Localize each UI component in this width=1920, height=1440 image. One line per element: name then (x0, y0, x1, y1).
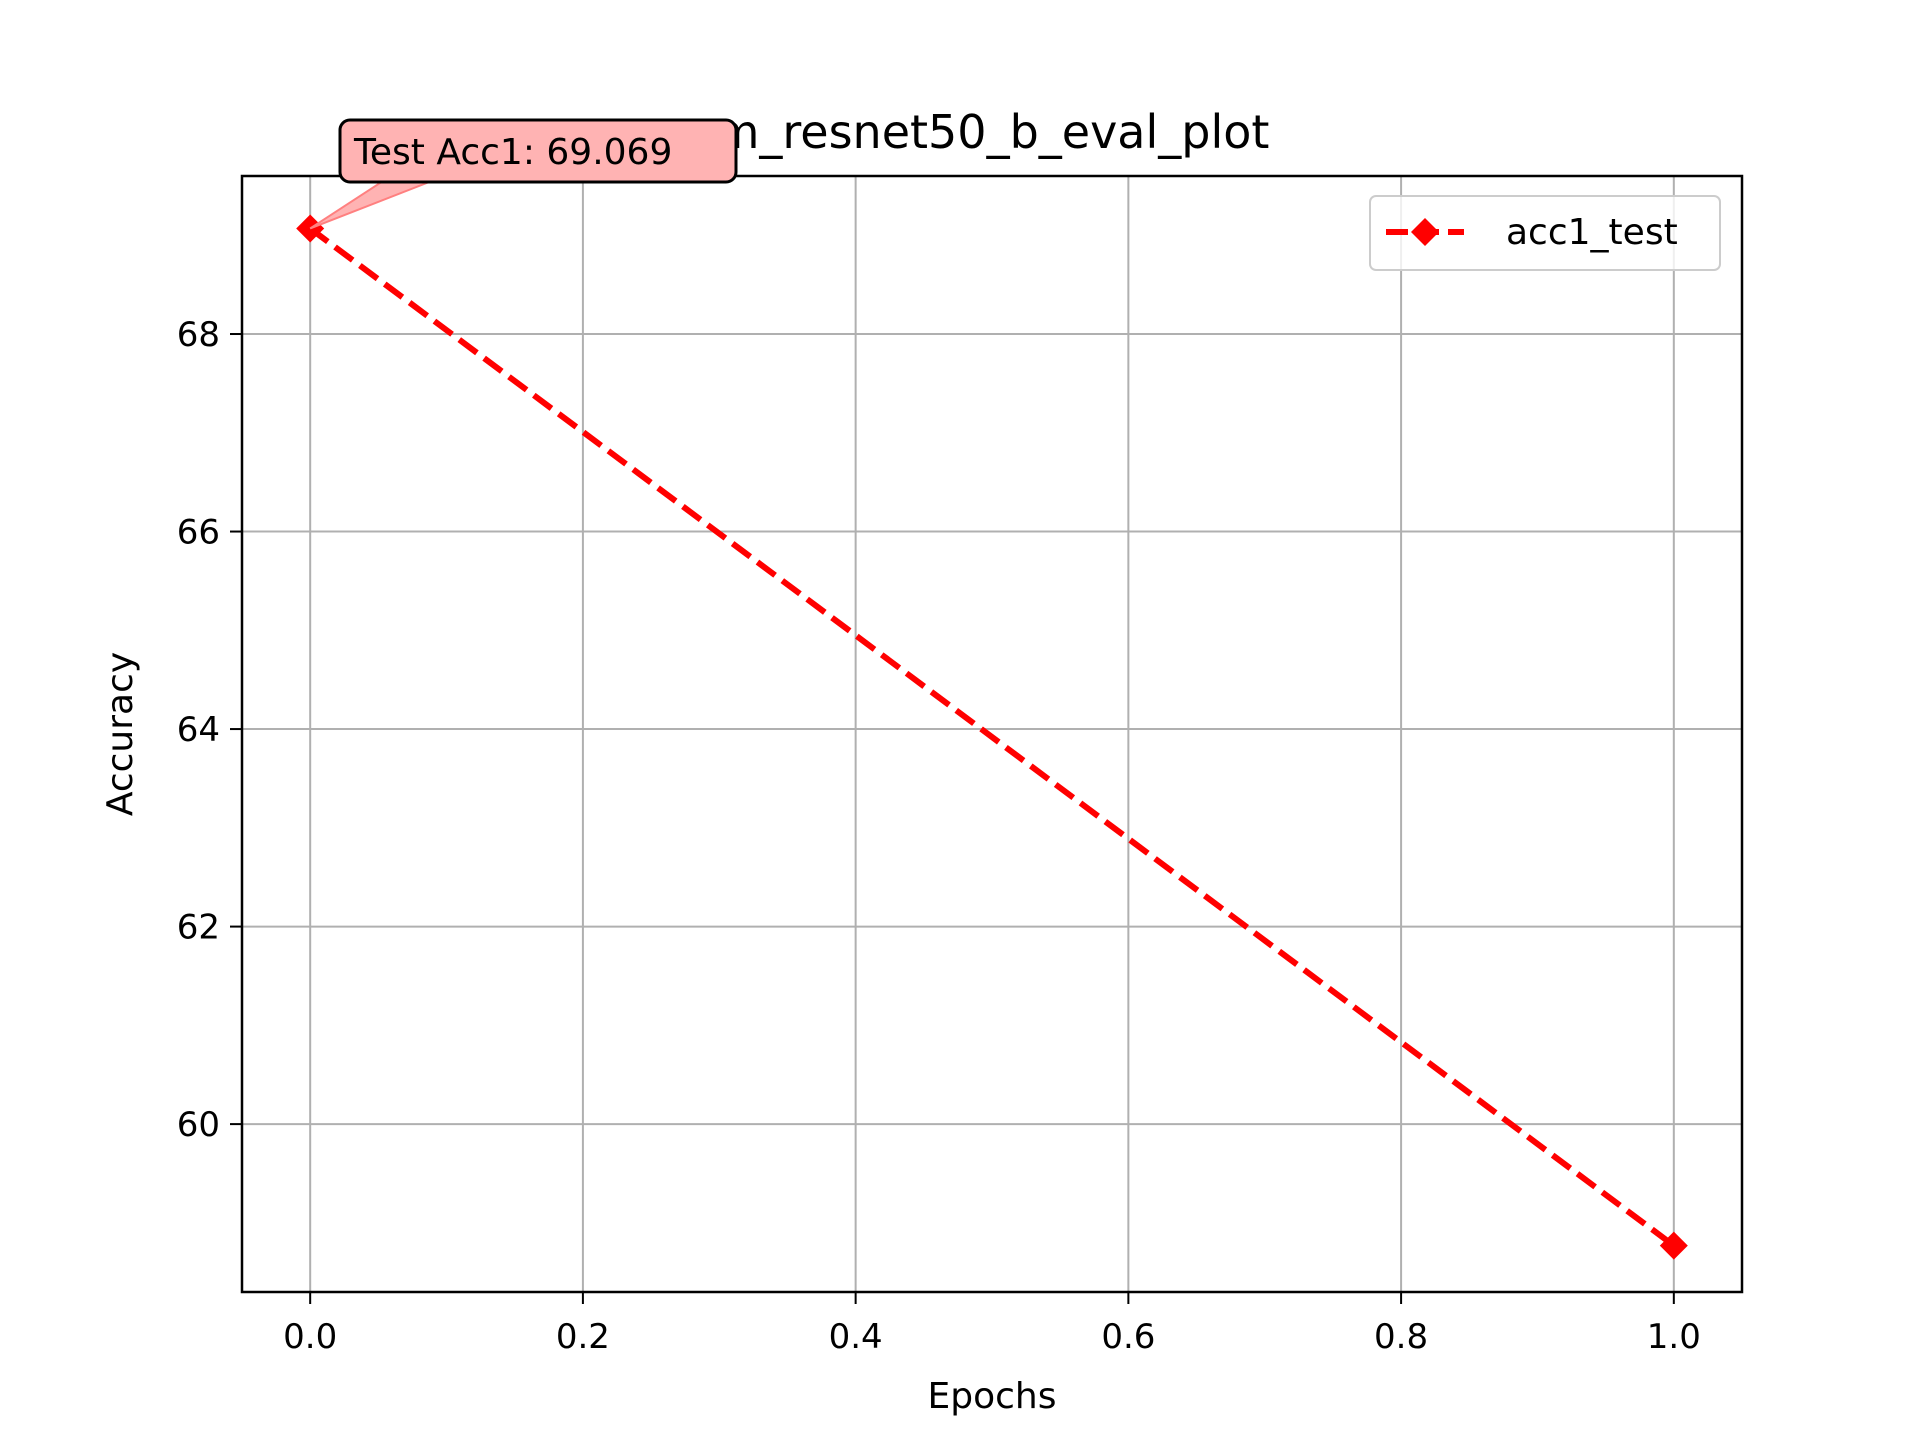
data-point-acc1_test-1 (1659, 1231, 1688, 1260)
chart-title: m_resnet50_b_eval_plot (715, 105, 1270, 159)
grid (242, 176, 1742, 1292)
y-tick-label-64: 64 (177, 710, 220, 750)
legend: acc1_test (1369, 195, 1721, 271)
x-tick-label-0.2: 0.2 (556, 1317, 610, 1357)
legend-marker-sample (1411, 218, 1439, 246)
annotation-label: Test Acc1: 69.069 (353, 132, 672, 173)
x-tick-label-1.0: 1.0 (1647, 1317, 1701, 1357)
x-axis-label: Epochs (928, 1376, 1057, 1417)
legend-entry-acc1-test: acc1_test (1506, 212, 1678, 253)
x-tick-label-0.8: 0.8 (1374, 1317, 1428, 1357)
y-axis-label: Accuracy (100, 652, 141, 816)
y-tick-label-66: 66 (177, 513, 220, 553)
y-tick-label-68: 68 (177, 315, 220, 355)
y-tick-label-60: 60 (177, 1105, 220, 1145)
y-axis: 60 62 64 66 68 (177, 315, 242, 1145)
x-tick-label-0.6: 0.6 (1101, 1317, 1155, 1357)
annotation-box (338, 118, 738, 184)
y-tick-label-62: 62 (177, 908, 220, 948)
annotation: Test Acc1: 69.069 (309, 118, 738, 230)
x-tick-label-0.4: 0.4 (829, 1317, 883, 1357)
legend-box (1369, 195, 1721, 271)
x-tick-label-0.0: 0.0 (283, 1317, 337, 1357)
x-axis: 0.0 0.2 0.4 0.6 0.8 1.0 (283, 1292, 1701, 1357)
series-line-acc1_test (308, 226, 1676, 1248)
plot-frame (240, 174, 1744, 1294)
